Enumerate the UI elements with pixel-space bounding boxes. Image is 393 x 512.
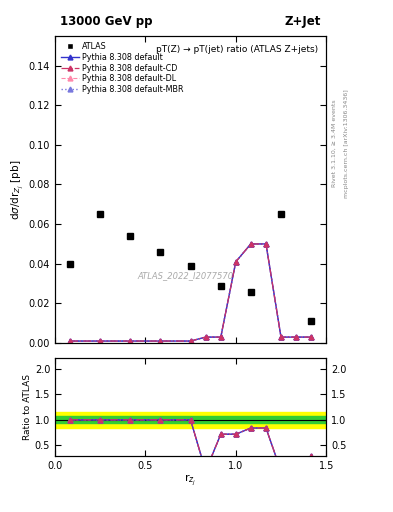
Pythia 8.308 default-CD bbox=[233, 259, 238, 265]
Pythia 8.308 default-CD bbox=[68, 338, 72, 344]
Pythia 8.308 default-CD bbox=[158, 338, 163, 344]
Pythia 8.308 default-DL bbox=[128, 338, 133, 344]
Line: Pythia 8.308 default-MBR: Pythia 8.308 default-MBR bbox=[68, 242, 314, 344]
Line: Pythia 8.308 default: Pythia 8.308 default bbox=[68, 242, 314, 344]
Pythia 8.308 default-MBR bbox=[294, 334, 298, 340]
Pythia 8.308 default-DL bbox=[98, 338, 103, 344]
X-axis label: r$_{z_j}$: r$_{z_j}$ bbox=[184, 473, 197, 488]
Pythia 8.308 default-CD bbox=[264, 241, 268, 247]
Pythia 8.308 default-MBR bbox=[219, 334, 223, 340]
Pythia 8.308 default bbox=[248, 241, 253, 247]
ATLAS bbox=[309, 318, 314, 324]
Pythia 8.308 default-CD bbox=[188, 338, 193, 344]
Pythia 8.308 default bbox=[219, 334, 223, 340]
ATLAS bbox=[219, 283, 223, 289]
Text: Z+Jet: Z+Jet bbox=[285, 15, 321, 28]
Y-axis label: Ratio to ATLAS: Ratio to ATLAS bbox=[23, 374, 32, 440]
Pythia 8.308 default bbox=[279, 334, 283, 340]
ATLAS bbox=[188, 263, 193, 269]
Pythia 8.308 default-DL bbox=[279, 334, 283, 340]
Pythia 8.308 default bbox=[264, 241, 268, 247]
Pythia 8.308 default-CD bbox=[279, 334, 283, 340]
ATLAS bbox=[158, 249, 163, 255]
Pythia 8.308 default-MBR bbox=[158, 338, 163, 344]
Pythia 8.308 default-CD bbox=[98, 338, 103, 344]
Pythia 8.308 default-DL bbox=[248, 241, 253, 247]
Pythia 8.308 default-DL bbox=[264, 241, 268, 247]
ATLAS bbox=[128, 233, 133, 239]
Pythia 8.308 default-MBR bbox=[309, 334, 314, 340]
ATLAS bbox=[68, 261, 72, 267]
Pythia 8.308 default-DL bbox=[158, 338, 163, 344]
Pythia 8.308 default-CD bbox=[128, 338, 133, 344]
Pythia 8.308 default-CD bbox=[294, 334, 298, 340]
Y-axis label: d$\sigma$/dr$_{Z_j}$ [pb]: d$\sigma$/dr$_{Z_j}$ [pb] bbox=[10, 159, 26, 220]
Line: ATLAS: ATLAS bbox=[67, 211, 314, 325]
Pythia 8.308 default-CD bbox=[203, 334, 208, 340]
Pythia 8.308 default-CD bbox=[248, 241, 253, 247]
Text: pT(Z) → pT(jet) ratio (ATLAS Z+jets): pT(Z) → pT(jet) ratio (ATLAS Z+jets) bbox=[156, 45, 318, 54]
Pythia 8.308 default bbox=[233, 259, 238, 265]
Text: mcplots.cern.ch [arXiv:1306.3436]: mcplots.cern.ch [arXiv:1306.3436] bbox=[344, 89, 349, 198]
Line: Pythia 8.308 default-DL: Pythia 8.308 default-DL bbox=[68, 242, 314, 344]
Pythia 8.308 default-DL bbox=[219, 334, 223, 340]
Text: 13000 GeV pp: 13000 GeV pp bbox=[61, 15, 153, 28]
Pythia 8.308 default-MBR bbox=[233, 259, 238, 265]
Pythia 8.308 default bbox=[68, 338, 72, 344]
Pythia 8.308 default-MBR bbox=[279, 334, 283, 340]
Pythia 8.308 default bbox=[309, 334, 314, 340]
Pythia 8.308 default bbox=[98, 338, 103, 344]
Pythia 8.308 default-CD bbox=[219, 334, 223, 340]
Pythia 8.308 default bbox=[294, 334, 298, 340]
Pythia 8.308 default-DL bbox=[203, 334, 208, 340]
Pythia 8.308 default-DL bbox=[233, 259, 238, 265]
ATLAS bbox=[248, 288, 253, 294]
Pythia 8.308 default-MBR bbox=[248, 241, 253, 247]
Pythia 8.308 default-MBR bbox=[188, 338, 193, 344]
Pythia 8.308 default-DL bbox=[68, 338, 72, 344]
Pythia 8.308 default bbox=[128, 338, 133, 344]
Pythia 8.308 default-CD bbox=[309, 334, 314, 340]
Pythia 8.308 default bbox=[203, 334, 208, 340]
Pythia 8.308 default-MBR bbox=[128, 338, 133, 344]
Pythia 8.308 default bbox=[188, 338, 193, 344]
Pythia 8.308 default-DL bbox=[188, 338, 193, 344]
Pythia 8.308 default bbox=[158, 338, 163, 344]
Legend: ATLAS, Pythia 8.308 default, Pythia 8.308 default-CD, Pythia 8.308 default-DL, P: ATLAS, Pythia 8.308 default, Pythia 8.30… bbox=[59, 40, 186, 96]
Text: Rivet 3.1.10, ≥ 3.4M events: Rivet 3.1.10, ≥ 3.4M events bbox=[332, 99, 337, 187]
ATLAS bbox=[279, 211, 283, 217]
Pythia 8.308 default-MBR bbox=[98, 338, 103, 344]
Pythia 8.308 default-DL bbox=[294, 334, 298, 340]
ATLAS bbox=[98, 211, 103, 217]
Pythia 8.308 default-MBR bbox=[264, 241, 268, 247]
Pythia 8.308 default-DL bbox=[309, 334, 314, 340]
Text: ATLAS_2022_I2077570: ATLAS_2022_I2077570 bbox=[137, 271, 233, 280]
Line: Pythia 8.308 default-CD: Pythia 8.308 default-CD bbox=[68, 242, 314, 344]
Pythia 8.308 default-MBR bbox=[203, 334, 208, 340]
Pythia 8.308 default-MBR bbox=[68, 338, 72, 344]
